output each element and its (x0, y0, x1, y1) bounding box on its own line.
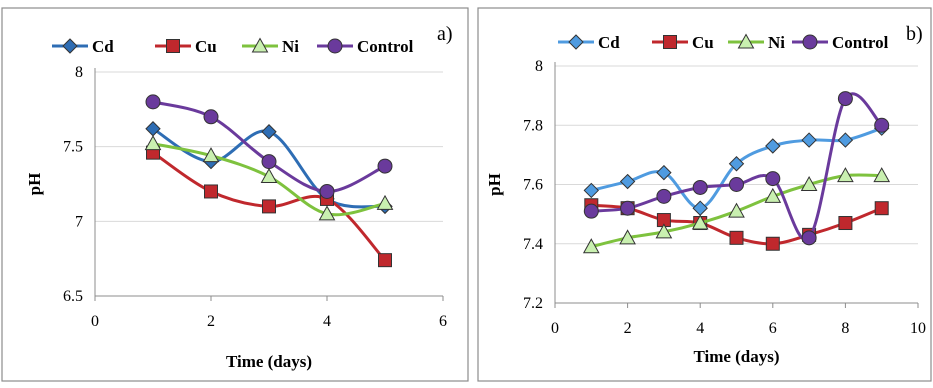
legend-label-cu: Cu (692, 33, 714, 52)
data-point-cu (874, 201, 889, 216)
legend-label-cd: Cd (92, 37, 114, 56)
data-point-control (765, 171, 781, 187)
legend-label-control: Control (832, 33, 889, 52)
series-ni (144, 135, 394, 221)
data-point-control (837, 91, 853, 107)
data-point-ni (655, 223, 673, 239)
legend-marker-cu (166, 39, 180, 53)
data-point-ni (619, 229, 636, 245)
x-tick-label: 4 (696, 320, 704, 337)
legend-label-ni: Ni (768, 33, 785, 52)
data-point-ni (837, 167, 854, 183)
data-point-cu (765, 236, 780, 251)
data-point-cd (728, 156, 745, 172)
legend-marker-ni (251, 37, 269, 53)
series-ni (582, 167, 891, 254)
data-point-cu (838, 216, 853, 231)
data-point-control (583, 203, 599, 219)
data-point-control (729, 177, 744, 192)
legend-marker-cd (568, 34, 584, 50)
data-point-cu (204, 184, 218, 199)
data-point-ni (144, 135, 162, 151)
data-point-ni (202, 147, 220, 163)
chart-panel-b: 7.2 7.4 7.6 7.8 8 0 2 4 6 8 10 Time (days) pH b) Cd Cu N… (485, 23, 926, 366)
panel-label: b) (906, 23, 923, 45)
data-point-ni (728, 202, 745, 218)
y-tick-label: 8 (535, 58, 543, 75)
x-axis-title: Time (days) (693, 347, 779, 366)
data-point-ni (318, 205, 336, 221)
x-tick-label: 4 (323, 313, 331, 330)
legend-label-cu: Cu (195, 37, 217, 56)
y-tick-label: 6.5 (63, 288, 83, 305)
y-tick-label: 7.8 (523, 117, 543, 134)
data-point-ni (764, 187, 782, 203)
data-point-ni (691, 214, 709, 230)
x-tick-label: 6 (439, 313, 447, 330)
data-point-ni (582, 238, 600, 254)
data-point-cd (583, 182, 600, 199)
data-point-control (377, 158, 393, 174)
data-point-cd (656, 164, 672, 181)
y-tick-label: 8 (75, 64, 83, 81)
x-tick-label: 0 (551, 320, 559, 337)
chart-panel-a: 6.5 7 7.5 8 0 2 4 6 Time (days) pH a) Cd Cu Ni Control (25, 23, 453, 371)
series-control (145, 94, 393, 199)
data-point-cd (765, 138, 781, 154)
series-control (583, 91, 890, 246)
series-line-control (589, 92, 884, 242)
legend-marker-ni (737, 33, 755, 49)
y-axis-title: pH (25, 173, 44, 196)
y-axis-title: pH (485, 173, 504, 196)
data-point-ni (873, 167, 891, 183)
x-axis-title: Time (days) (226, 352, 312, 371)
x-tick-label: 2 (624, 320, 632, 337)
x-tick-label: 0 (91, 313, 99, 330)
data-point-control (874, 117, 890, 133)
data-point-cd (619, 173, 636, 190)
data-point-control (319, 183, 335, 199)
legend: Cd Cu Ni Control (52, 37, 414, 56)
legend: Cd Cu Ni Control (558, 33, 889, 52)
legend-label-control: Control (357, 37, 414, 56)
data-point-control (203, 109, 219, 125)
data-point-cu (729, 230, 744, 245)
data-point-ni (376, 194, 394, 210)
y-tick-label: 7.4 (523, 236, 543, 253)
panel-a-frame (1, 7, 469, 382)
data-point-control (620, 200, 636, 216)
legend-marker-cu (663, 35, 677, 49)
legend-marker-control (327, 38, 343, 54)
x-tick-label: 2 (207, 313, 215, 330)
data-point-ni (260, 168, 278, 184)
data-point-cu (262, 199, 276, 214)
x-tick-label: 10 (910, 320, 926, 337)
data-point-cd (261, 124, 277, 140)
series-cu (146, 145, 392, 268)
panel-b-frame (477, 7, 932, 382)
data-point-ni (800, 175, 818, 191)
legend-marker-control (802, 34, 818, 50)
data-point-cd (801, 132, 817, 148)
data-point-control (656, 188, 672, 204)
data-point-cd (837, 132, 854, 148)
panel-label: a) (437, 23, 453, 45)
data-point-cu (378, 253, 392, 268)
y-tick-label: 7.2 (523, 295, 543, 312)
data-point-control (145, 94, 161, 110)
y-tick-label: 7.6 (523, 177, 543, 194)
y-tick-label: 7 (75, 213, 83, 230)
legend-label-ni: Ni (282, 37, 299, 56)
y-tick-label: 7.5 (63, 139, 83, 156)
data-point-control (692, 179, 708, 195)
legend-marker-cd (62, 38, 78, 54)
x-tick-label: 6 (769, 320, 777, 337)
x-tick-label: 8 (841, 320, 849, 337)
data-point-control (801, 230, 817, 246)
legend-label-cd: Cd (598, 33, 620, 52)
data-point-control (261, 154, 277, 170)
